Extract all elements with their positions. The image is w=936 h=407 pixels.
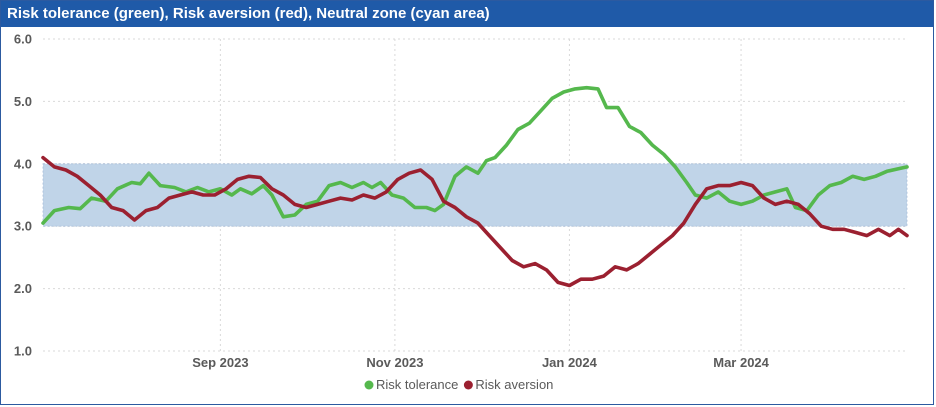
series-line-risk-tolerance <box>41 85 909 225</box>
y-tick-label: 6.0 <box>14 32 32 47</box>
legend: Risk tolerance Risk aversion <box>364 377 553 392</box>
series-layer <box>41 85 909 288</box>
legend-marker-risk-tolerance <box>364 380 374 390</box>
y-tick-label: 3.0 <box>14 219 32 234</box>
y-tick-label: 1.0 <box>14 344 32 359</box>
y-tick-label: 2.0 <box>14 281 32 296</box>
x-axis: Sep 2023 Nov 2023 Jan 2024 Mar 2024 <box>192 355 769 370</box>
y-tick-label: 4.0 <box>14 156 32 171</box>
x-tick-label: Jan 2024 <box>542 355 598 370</box>
x-tick-label: Sep 2023 <box>192 355 248 370</box>
x-tick-label: Mar 2024 <box>713 355 769 370</box>
chart-title: Risk tolerance (green), Risk aversion (r… <box>1 1 933 27</box>
legend-label-risk-aversion: Risk aversion <box>475 377 553 392</box>
x-tick-label: Nov 2023 <box>366 355 423 370</box>
legend-marker-risk-aversion <box>463 380 473 390</box>
series-line-risk-aversion <box>41 155 909 288</box>
y-tick-label: 5.0 <box>14 94 32 109</box>
legend-label-risk-tolerance: Risk tolerance <box>376 377 458 392</box>
y-axis: 1.0 2.0 3.0 4.0 5.0 6.0 <box>14 32 32 359</box>
